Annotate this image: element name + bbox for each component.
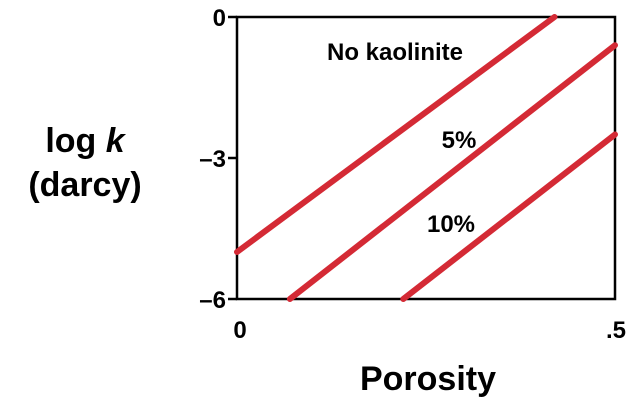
- x-tick-label: .5: [606, 317, 626, 344]
- series-label-10pct: 10%: [427, 211, 475, 238]
- y-axis-title-line2: (darcy): [28, 166, 141, 204]
- x-tick-label: 0: [233, 317, 246, 344]
- x-axis-title: Porosity: [360, 360, 496, 398]
- y-axis-title-line1: log k: [45, 122, 126, 160]
- y-tick-label: –3: [199, 146, 226, 173]
- x-axis: 0 .5: [233, 317, 626, 344]
- series-line-2: [400, 131, 618, 302]
- series-layer: [234, 14, 618, 302]
- series-label-no-kaolinite: No kaolinite: [327, 39, 463, 66]
- y-axis-title-prefix: log: [45, 122, 105, 160]
- y-axis-title-variable: k: [106, 122, 127, 160]
- series-label-5pct: 5%: [442, 127, 477, 154]
- series-line-0: [234, 14, 558, 255]
- y-tick-label: –6: [199, 287, 226, 314]
- y-axis: 0 –3 –6: [199, 5, 237, 314]
- series-line-1: [286, 42, 618, 302]
- y-tick-label: 0: [213, 5, 226, 32]
